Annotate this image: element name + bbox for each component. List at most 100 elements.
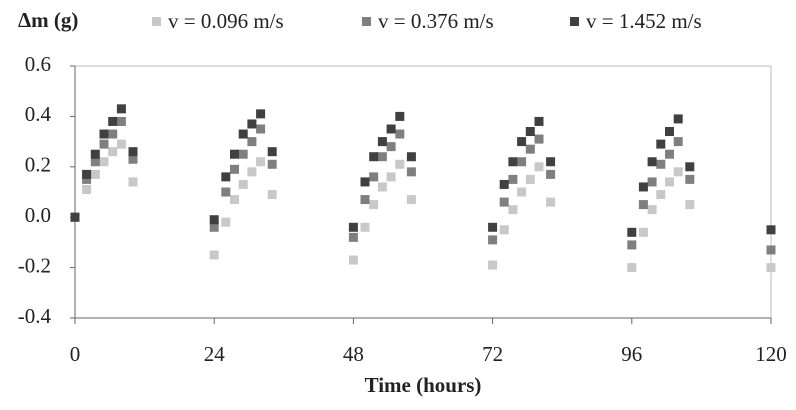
legend-label: v = 1.452 m/s bbox=[586, 9, 702, 33]
y-tick-label: 0.0 bbox=[25, 203, 51, 227]
data-point bbox=[627, 240, 637, 250]
data-point bbox=[369, 200, 379, 210]
data-point bbox=[116, 139, 126, 149]
data-point bbox=[656, 139, 666, 149]
data-point bbox=[525, 144, 535, 154]
data-point bbox=[627, 227, 637, 237]
data-point bbox=[406, 195, 416, 205]
data-point bbox=[395, 159, 405, 169]
data-point bbox=[221, 187, 231, 197]
y-tick-label: -0.4 bbox=[18, 304, 52, 328]
data-point bbox=[488, 235, 498, 245]
data-point bbox=[685, 200, 695, 210]
data-point bbox=[406, 152, 416, 162]
data-point bbox=[360, 222, 370, 232]
data-point bbox=[99, 139, 109, 149]
data-point bbox=[665, 127, 674, 137]
data-point bbox=[406, 167, 416, 177]
x-tick-label: 120 bbox=[755, 342, 787, 366]
data-point bbox=[386, 142, 396, 152]
data-point bbox=[377, 137, 387, 147]
data-point bbox=[546, 157, 556, 167]
legend-label: v = 0.376 m/s bbox=[378, 9, 494, 33]
data-point bbox=[209, 215, 219, 225]
data-point bbox=[665, 149, 674, 159]
y-tick-label: 0.4 bbox=[25, 102, 52, 126]
y-tick-label: 0.2 bbox=[25, 153, 51, 177]
data-point bbox=[534, 116, 544, 126]
data-point bbox=[238, 149, 248, 159]
x-tick-label: 24 bbox=[204, 342, 226, 366]
legend-marker bbox=[362, 17, 371, 26]
data-point bbox=[508, 205, 518, 215]
data-point bbox=[766, 263, 776, 273]
data-point bbox=[546, 197, 556, 207]
data-point bbox=[70, 212, 80, 222]
data-point bbox=[267, 190, 277, 200]
data-point bbox=[348, 222, 358, 232]
data-point bbox=[546, 169, 556, 179]
data-point bbox=[673, 167, 683, 177]
data-point bbox=[386, 124, 396, 134]
data-point bbox=[508, 174, 518, 184]
data-point bbox=[247, 119, 257, 129]
data-point bbox=[256, 157, 266, 167]
data-point bbox=[369, 172, 379, 182]
data-point bbox=[221, 217, 231, 227]
data-point bbox=[766, 225, 776, 235]
data-point bbox=[230, 164, 239, 174]
data-point bbox=[230, 195, 239, 205]
data-point bbox=[386, 172, 396, 182]
data-point bbox=[108, 147, 118, 157]
data-point bbox=[517, 137, 527, 147]
data-point bbox=[525, 127, 535, 137]
data-point bbox=[256, 109, 266, 119]
data-point bbox=[673, 137, 683, 147]
data-point bbox=[360, 177, 370, 187]
data-point bbox=[508, 157, 518, 167]
data-point bbox=[656, 159, 666, 169]
y-tick-label: 0.6 bbox=[25, 52, 51, 76]
data-point bbox=[369, 152, 379, 162]
data-point bbox=[517, 157, 527, 167]
data-point bbox=[525, 174, 535, 184]
data-point bbox=[116, 104, 126, 114]
data-point bbox=[766, 245, 776, 255]
x-tick-label: 72 bbox=[482, 342, 503, 366]
x-axis-title: Time (hours) bbox=[365, 373, 482, 397]
data-point bbox=[395, 111, 405, 121]
data-point bbox=[267, 147, 277, 157]
data-point bbox=[90, 157, 100, 167]
data-point bbox=[90, 149, 100, 159]
data-point bbox=[116, 116, 126, 126]
data-point bbox=[377, 152, 387, 162]
data-point bbox=[647, 177, 657, 187]
data-point bbox=[656, 190, 666, 200]
data-point bbox=[348, 255, 358, 265]
data-point bbox=[128, 154, 138, 164]
data-point bbox=[534, 134, 544, 144]
data-point bbox=[517, 187, 527, 197]
chart-title: Δm (g) bbox=[18, 8, 78, 32]
data-point bbox=[108, 129, 118, 139]
data-point bbox=[685, 174, 695, 184]
legend-label: v = 0.096 m/s bbox=[168, 9, 284, 33]
data-point bbox=[128, 147, 138, 157]
data-point bbox=[238, 179, 248, 189]
data-point bbox=[99, 157, 109, 167]
x-tick-label: 96 bbox=[621, 342, 642, 366]
data-point bbox=[82, 174, 92, 184]
data-point bbox=[82, 184, 92, 194]
data-point bbox=[627, 263, 637, 273]
plot-frame bbox=[74, 65, 772, 319]
data-point bbox=[647, 157, 657, 167]
data-point bbox=[256, 124, 266, 134]
data-point bbox=[221, 172, 231, 182]
data-point bbox=[673, 114, 683, 124]
data-point bbox=[638, 182, 648, 192]
x-tick-label: 0 bbox=[70, 342, 81, 366]
legend-marker bbox=[570, 17, 579, 26]
data-point bbox=[247, 137, 257, 147]
